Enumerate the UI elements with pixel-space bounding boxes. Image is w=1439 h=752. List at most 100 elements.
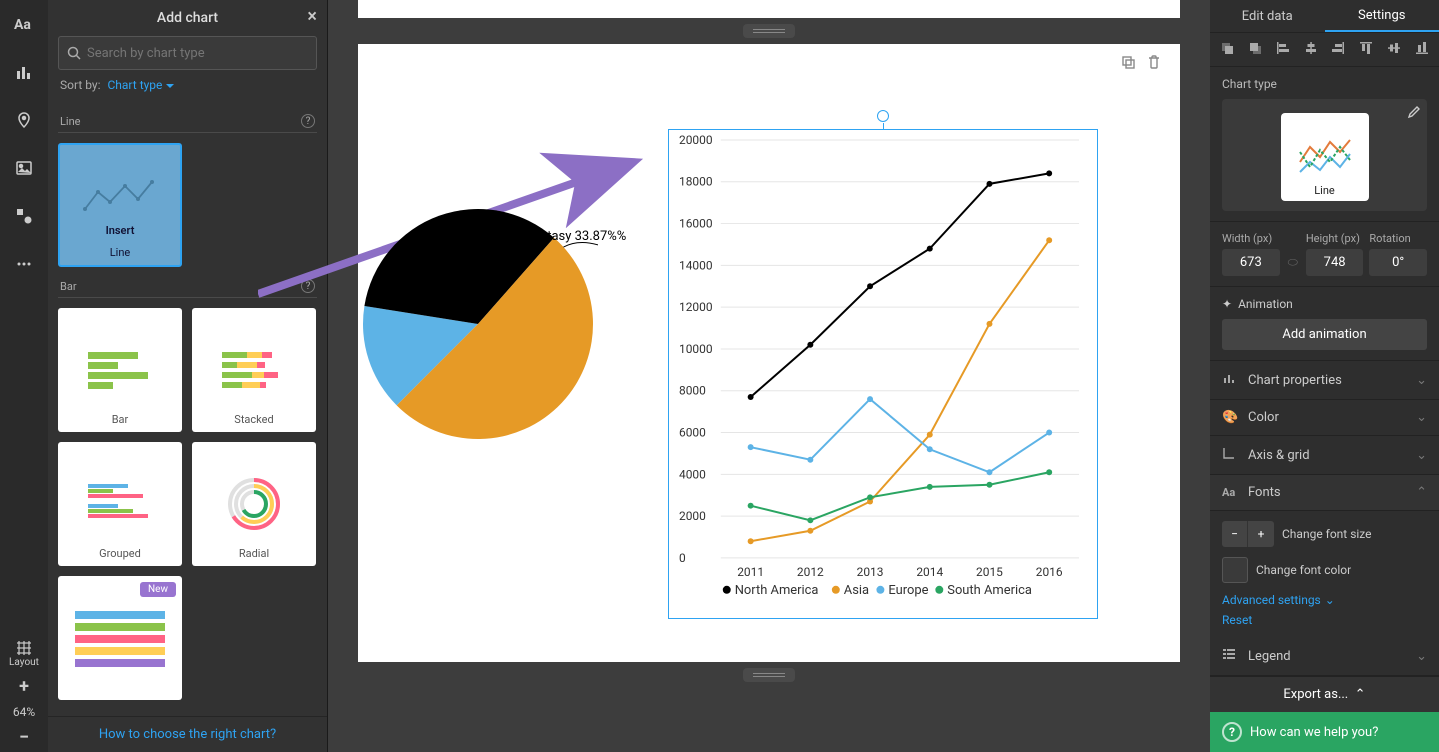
page-handle-bottom[interactable] <box>743 668 795 682</box>
svg-text:4000: 4000 <box>679 467 706 481</box>
line-chart: 0200040006000800010000120001400016000180… <box>677 134 1089 608</box>
acc-legend[interactable]: Legend ⌄ <box>1210 637 1439 676</box>
chevron-up-icon: ⌃ <box>1416 485 1427 500</box>
bottom-tools: Layout + 64% − <box>0 635 48 752</box>
svg-text:2012: 2012 <box>797 565 824 579</box>
edit-chart-type-icon[interactable] <box>1407 105 1421 122</box>
chart-type-label: Chart type <box>1222 77 1427 91</box>
font-size-inc[interactable]: + <box>1248 521 1274 547</box>
zoom-value: 64% <box>0 701 48 723</box>
svg-text:16000: 16000 <box>679 217 713 231</box>
rotation-input[interactable]: 0° <box>1369 249 1427 276</box>
align-bottom-icon[interactable] <box>1415 41 1429 58</box>
panel-search <box>48 36 327 78</box>
sort-row: Sort by: Chart type <box>48 78 327 102</box>
svg-text:2014: 2014 <box>916 565 943 579</box>
align-top-icon[interactable] <box>1359 41 1373 58</box>
line-thumb-icon <box>1295 132 1355 182</box>
layout-button[interactable]: Layout <box>0 635 48 672</box>
acc-chart-properties[interactable]: Chart properties ⌄ <box>1210 361 1439 400</box>
acc-fonts[interactable]: Aa Fonts ⌃ <box>1210 475 1439 511</box>
svg-text:2000: 2000 <box>679 509 706 523</box>
zoom-in-button[interactable]: + <box>0 672 48 701</box>
fonts-body: − + Change font size Change font color A… <box>1210 511 1439 637</box>
help-icon[interactable]: ? <box>301 114 315 128</box>
svg-text:2016: 2016 <box>1036 565 1063 579</box>
svg-text:Aa: Aa <box>14 17 31 33</box>
svg-text:14000: 14000 <box>679 258 713 272</box>
svg-text:8000: 8000 <box>679 384 706 398</box>
sort-dropdown[interactable]: Chart type <box>107 78 175 92</box>
zoom-out-button[interactable]: − <box>0 723 48 752</box>
add-animation-button[interactable]: Add animation <box>1222 319 1427 350</box>
font-size-dec[interactable]: − <box>1222 521 1248 547</box>
chart-type-preview[interactable]: Line <box>1222 99 1427 211</box>
bring-front-icon[interactable] <box>1248 41 1262 58</box>
send-back-icon[interactable] <box>1220 41 1234 58</box>
duplicate-icon[interactable] <box>1120 54 1136 74</box>
page[interactable]: Fantasy 33.87%% 020004000600080001000012… <box>358 44 1180 662</box>
add-chart-panel: Add chart × Sort by: Chart type Line?Ins… <box>48 0 328 752</box>
chart-tile-bar[interactable]: Bar <box>58 308 182 432</box>
tab-edit-data[interactable]: Edit data <box>1210 0 1325 32</box>
right-panel: Edit data Settings Chart type Line <box>1210 0 1439 752</box>
align-right-icon[interactable] <box>1331 41 1345 58</box>
svg-text:20000: 20000 <box>679 134 713 147</box>
more-tool[interactable] <box>0 240 48 288</box>
selection-rotate-handle[interactable] <box>877 110 889 122</box>
search-input-wrap[interactable] <box>58 36 317 70</box>
link-dims-icon[interactable]: ⬭ <box>1286 255 1300 276</box>
align-left-icon[interactable] <box>1276 41 1290 58</box>
acc-color[interactable]: 🎨 Color ⌄ <box>1210 400 1439 436</box>
animation-label: Animation <box>1238 297 1293 311</box>
shapes-tool[interactable] <box>0 192 48 240</box>
svg-text:South America: South America <box>947 583 1032 598</box>
right-tabs: Edit data Settings <box>1210 0 1439 32</box>
change-font-color-label: Change font color <box>1256 563 1351 577</box>
help-icon[interactable]: ? <box>301 279 315 293</box>
width-input[interactable]: 673 <box>1222 249 1280 276</box>
help-bar[interactable]: ? How can we help you? <box>1210 712 1439 752</box>
chevron-down-icon: ⌄ <box>1416 410 1427 425</box>
delete-icon[interactable] <box>1146 54 1162 74</box>
width-label: Width (px) <box>1222 232 1280 245</box>
panel-title: Add chart <box>157 10 218 26</box>
axis-icon <box>1222 446 1240 464</box>
reset-link[interactable]: Reset <box>1222 613 1427 627</box>
sort-label: Sort by: <box>60 78 101 92</box>
svg-text:Asia: Asia <box>844 583 869 598</box>
align-center-icon[interactable] <box>1304 41 1318 58</box>
align-middle-icon[interactable] <box>1387 41 1401 58</box>
align-tool-row <box>1210 32 1439 67</box>
height-input[interactable]: 748 <box>1306 249 1364 276</box>
search-input[interactable] <box>87 46 308 61</box>
page-handle-top[interactable] <box>743 24 795 38</box>
chart-tile-grouped[interactable]: Grouped <box>58 442 182 566</box>
advanced-settings-link[interactable]: Advanced settings ⌄ <box>1222 593 1335 607</box>
chevron-down-icon: ⌄ <box>1416 649 1427 664</box>
image-tool[interactable] <box>0 144 48 192</box>
dimensions-section: Width (px) 673 ⬭ Height (px) 748 Rotatio… <box>1210 222 1439 287</box>
acc-axis-grid[interactable]: Axis & grid ⌄ <box>1210 436 1439 475</box>
change-font-size-label: Change font size <box>1282 527 1372 541</box>
svg-text:12000: 12000 <box>679 300 713 314</box>
chart-tile-new[interactable]: New <box>58 576 182 700</box>
chart-tile-radial[interactable]: Radial <box>192 442 316 566</box>
help-link[interactable]: How to choose the right chart? <box>48 716 327 752</box>
prev-page-slab <box>358 0 1180 18</box>
line-chart-selection[interactable]: 0200040006000800010000120001400016000180… <box>668 129 1098 619</box>
text-tool[interactable]: Aa <box>0 0 48 48</box>
svg-text:2015: 2015 <box>976 565 1003 579</box>
tab-settings[interactable]: Settings <box>1325 0 1439 32</box>
font-color-swatch[interactable] <box>1222 557 1248 583</box>
close-icon[interactable]: × <box>307 8 317 26</box>
svg-text:2011: 2011 <box>737 565 764 579</box>
export-button[interactable]: Export as... ⌃ <box>1210 676 1439 712</box>
chart-tile-stacked[interactable]: Stacked <box>192 308 316 432</box>
chevron-down-icon <box>165 81 175 91</box>
rotation-label: Rotation <box>1369 232 1427 245</box>
map-tool[interactable] <box>0 96 48 144</box>
chart-tile-line[interactable]: InsertLine <box>58 143 182 267</box>
chart-props-icon <box>1222 371 1240 389</box>
chart-tool[interactable] <box>0 48 48 96</box>
